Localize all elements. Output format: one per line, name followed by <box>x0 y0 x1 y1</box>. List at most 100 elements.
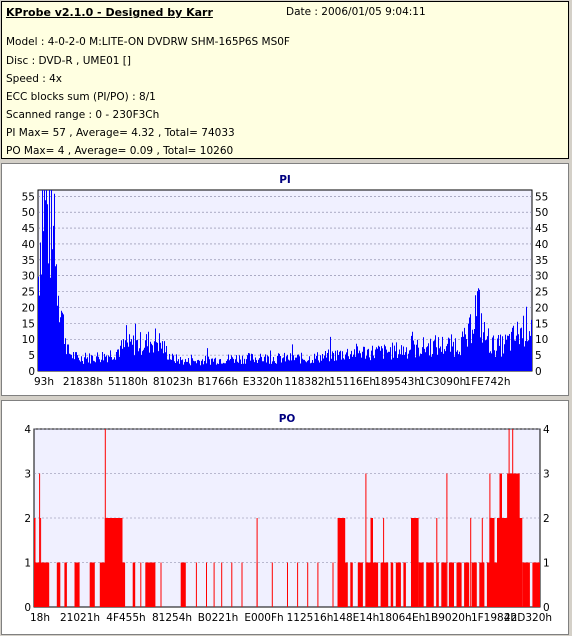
pi-xtick-label: 81023h <box>153 376 193 388</box>
po-bar <box>532 562 540 607</box>
disc-line: Disc : DVD-R , UME01 [] <box>6 55 131 67</box>
po-bar <box>436 518 438 607</box>
pi-chart-panel: PI 0 0 5 5 10 10 15 15 20 20 25 25 30 30 35 35 40 40 45 45 50… <box>1 163 569 396</box>
po-bar <box>489 473 491 607</box>
po-bar <box>357 562 363 607</box>
po-bar <box>403 562 406 607</box>
pi-ytick-label-right: 5 <box>535 350 542 362</box>
po-bar <box>342 562 348 607</box>
po-bar <box>332 562 334 607</box>
po-bar <box>441 562 447 607</box>
pi-ytick-label-right: 35 <box>535 255 548 267</box>
po-bar <box>221 562 223 607</box>
po-bar <box>256 518 258 607</box>
po-bar <box>508 429 510 607</box>
po-ytick-label-left: 3 <box>24 469 31 481</box>
pi-ytick-label-left: 55 <box>22 191 35 203</box>
po-bar <box>350 562 353 607</box>
po-chart-panel: PO 0 0 1 1 2 2 3 3 4 4 18h 21021h 4F455h 81254h B0221h E… <box>1 400 569 635</box>
po-bar <box>89 562 95 607</box>
po-bar <box>373 562 379 607</box>
pi-ytick-label-right: 0 <box>535 366 542 378</box>
po-bar <box>390 562 394 607</box>
po-bar <box>195 562 197 607</box>
po-bar <box>287 562 288 607</box>
pi-ytick-label-left: 0 <box>28 366 35 378</box>
pi-xtick-label: 21838h <box>63 376 103 388</box>
po-bar <box>231 562 233 607</box>
info-panel: KProbe v2.1.0 - Designed by Karr Date : … <box>1 1 569 159</box>
po-bar <box>380 562 389 607</box>
po-bar <box>395 562 401 607</box>
po-bar <box>365 473 367 607</box>
po-xtick-label: 4F455h <box>106 612 145 624</box>
po-bar <box>213 562 215 607</box>
po-ytick-label-left: 0 <box>24 602 31 614</box>
po-bar <box>206 562 207 607</box>
po-bar <box>411 518 419 607</box>
po-bar <box>140 562 142 607</box>
po-bar <box>370 518 373 607</box>
range-line: Scanned range : 0 - 230F3Ch <box>6 109 160 121</box>
scan-date: Date : 2006/01/05 9:04:11 <box>286 6 426 18</box>
po-bar <box>297 562 299 607</box>
pi-xtick-label: 189543h <box>374 376 421 388</box>
po-bar <box>34 562 50 607</box>
pi-ytick-label-left: 50 <box>22 207 35 219</box>
po-bar <box>418 562 424 607</box>
po-bar <box>481 518 483 607</box>
pi-ytick-label-right: 25 <box>535 287 548 299</box>
po-bar <box>365 562 371 607</box>
pi-xtick-label: B1766h <box>198 376 239 388</box>
po-xtick-label: 18h <box>30 612 50 624</box>
po-bar <box>104 518 123 607</box>
po-bar <box>337 518 346 607</box>
po-ytick-label-left: 4 <box>24 424 31 436</box>
po-bar <box>145 562 156 607</box>
po-ytick-label-right: 1 <box>543 558 550 570</box>
po-bar <box>436 562 439 607</box>
po-chart: PO 0 0 1 1 2 2 3 3 4 4 18h 21021h 4F455h 81254h B0221h E… <box>24 413 552 624</box>
po-bar <box>132 562 136 607</box>
po-bar <box>507 473 520 607</box>
po-title: PO <box>279 413 296 425</box>
po-bar <box>499 473 502 607</box>
po-bar <box>39 473 41 607</box>
po-xtick-label: 1B9020h <box>424 612 471 624</box>
pi-ytick-label-left: 20 <box>22 302 35 314</box>
po-ytick-label-left: 1 <box>24 558 31 570</box>
pi-ytick-label-left: 5 <box>28 350 35 362</box>
pi-xtick-label: 118382h <box>284 376 331 388</box>
po-bar <box>470 518 472 607</box>
pi-xtick-label: 51180h <box>108 376 148 388</box>
app-title: KProbe v2.1.0 - Designed by Karr <box>6 6 213 19</box>
pi-stats-line: PI Max= 57 , Average= 4.32 , Total= 7403… <box>6 127 235 139</box>
po-bar <box>40 518 42 607</box>
po-bar <box>271 562 273 607</box>
po-bar <box>512 429 514 607</box>
po-ytick-label-right: 4 <box>543 424 550 436</box>
speed-line: Speed : 4x <box>6 73 63 85</box>
pi-ytick-label-right: 10 <box>535 334 548 346</box>
po-bar <box>307 562 309 607</box>
po-xtick-label: 21021h <box>60 612 100 624</box>
po-bar <box>448 562 454 607</box>
po-xtick-label: E000Fh <box>244 612 283 624</box>
po-bar <box>160 562 162 607</box>
po-xtick-label: 1F1984h <box>471 612 517 624</box>
po-bar <box>489 518 495 607</box>
pi-xtick-label: E3320h <box>243 376 283 388</box>
po-bar <box>241 562 243 607</box>
pi-title: PI <box>279 174 291 186</box>
pi-xtick-label: 93h <box>34 376 54 388</box>
po-bar <box>471 562 477 607</box>
pi-ytick-label-left: 15 <box>22 318 35 330</box>
po-xtick-label: 81254h <box>152 612 192 624</box>
po-bar <box>522 562 530 607</box>
po-xtick-label: 112516h <box>287 612 334 624</box>
po-bar <box>456 562 462 607</box>
po-xtick-label: 22D320h <box>504 612 552 624</box>
po-ytick-label-left: 2 <box>24 513 31 525</box>
po-bar <box>517 518 523 607</box>
